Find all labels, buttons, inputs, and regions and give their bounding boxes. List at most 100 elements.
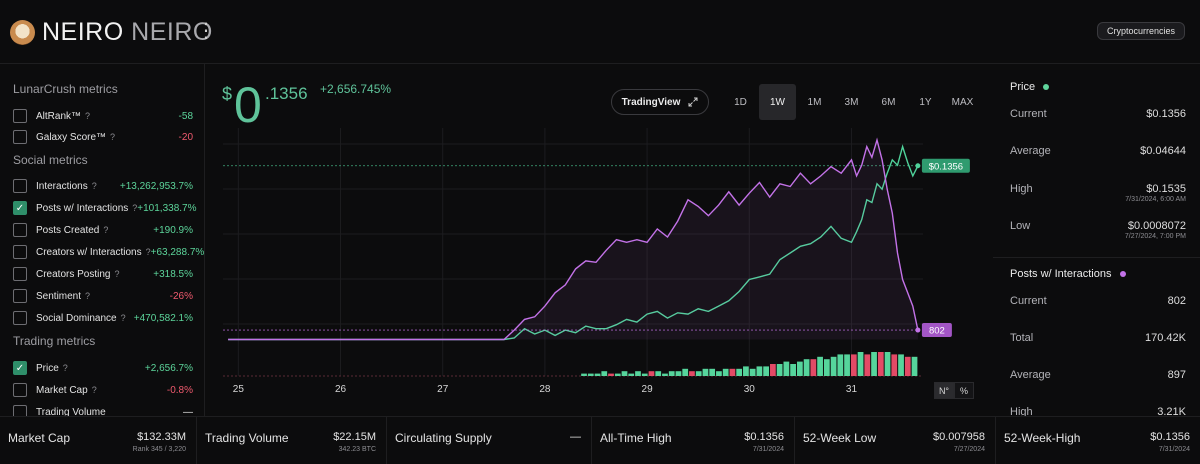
volume-bar bbox=[695, 371, 702, 376]
metric-checkbox[interactable] bbox=[13, 109, 27, 123]
volume-bar bbox=[864, 354, 871, 376]
price-chart[interactable]: 25 26 27 28 29 30 31 $0.1356 802 bbox=[206, 64, 992, 416]
metric-checkbox[interactable] bbox=[13, 130, 27, 144]
metric-checkbox[interactable]: ✓ bbox=[13, 361, 27, 375]
metric-checkbox[interactable] bbox=[13, 311, 27, 325]
range-1m[interactable]: 1M bbox=[807, 96, 822, 108]
metric-value: +63,288.7% bbox=[150, 246, 205, 258]
volume-bar bbox=[877, 352, 884, 376]
help-icon[interactable]: ? bbox=[120, 313, 126, 323]
percent-toggle[interactable]: % bbox=[954, 382, 974, 399]
metric-row[interactable]: Social Dominance? +470,582.1% bbox=[13, 309, 193, 327]
footer-stats: Market Cap $132.33M Rank 345 / 3,220 Tradin… bbox=[0, 416, 1200, 464]
volume-bar bbox=[594, 373, 601, 376]
range-max[interactable]: MAX bbox=[951, 96, 974, 108]
metric-checkbox[interactable] bbox=[13, 383, 27, 397]
stat-label: Low bbox=[1010, 220, 1031, 232]
stat-row: Current $0.1356 bbox=[1010, 108, 1186, 120]
help-icon[interactable]: ? bbox=[85, 111, 91, 121]
help-icon[interactable]: ? bbox=[85, 291, 91, 301]
volume-bar bbox=[803, 359, 810, 376]
volume-bar bbox=[709, 368, 716, 376]
volume-bar bbox=[770, 364, 776, 376]
range-1y[interactable]: 1Y bbox=[919, 96, 932, 108]
last-value-badge bbox=[921, 158, 970, 173]
stat-label: High bbox=[1010, 406, 1033, 416]
metric-row[interactable]: Creators w/ Interactions? +63,288.7% bbox=[13, 243, 204, 261]
x-tick-label: 30 bbox=[744, 384, 756, 395]
category-badge[interactable]: Cryptocurrencies bbox=[1096, 22, 1185, 40]
footer-stat-sub: Rank 345 / 3,220 bbox=[132, 446, 186, 453]
stat-row: Average $0.04644 bbox=[1010, 145, 1186, 157]
stat-row: Low $0.0008072 7/27/2024, 7:00 PM bbox=[1010, 220, 1186, 240]
volume-bar bbox=[689, 371, 695, 376]
metric-row[interactable]: ✓ Posts w/ Interactions? +101,338.7% bbox=[13, 199, 197, 217]
volume-bar bbox=[641, 373, 648, 376]
metric-row[interactable]: Trading Volume — bbox=[13, 403, 193, 416]
metric-value: +13,262,953.7% bbox=[119, 180, 193, 192]
metric-row[interactable]: AltRank™? -58 bbox=[13, 107, 193, 125]
help-icon[interactable]: ? bbox=[114, 269, 120, 279]
help-icon[interactable]: ? bbox=[110, 132, 116, 142]
x-tick-label: 31 bbox=[846, 384, 858, 395]
volume-bar bbox=[655, 371, 662, 376]
more-options-icon[interactable]: ⋮ bbox=[196, 20, 216, 42]
metric-label: Creators Posting bbox=[36, 268, 111, 280]
metric-row[interactable]: Galaxy Score™? -20 bbox=[13, 128, 193, 146]
volume-bar bbox=[749, 368, 756, 376]
help-icon[interactable]: ? bbox=[145, 247, 151, 257]
range-1d[interactable]: 1D bbox=[734, 96, 747, 108]
footer-stat-label: Circulating Supply bbox=[395, 431, 492, 445]
metric-checkbox[interactable]: ✓ bbox=[13, 201, 27, 215]
help-icon[interactable]: ? bbox=[132, 203, 138, 213]
stat-row: High $0.1535 7/31/2024, 6:00 AM bbox=[1010, 183, 1186, 203]
metric-checkbox[interactable] bbox=[13, 223, 27, 237]
metric-label: Social Dominance bbox=[36, 312, 117, 324]
footer-stat-sub: 7/31/2024 bbox=[752, 446, 784, 453]
volume-bar bbox=[898, 354, 904, 376]
metric-checkbox[interactable] bbox=[13, 245, 27, 259]
metric-row[interactable]: Creators Posting? +318.5% bbox=[13, 265, 193, 283]
stat-value: 802 bbox=[1167, 295, 1186, 307]
series-area bbox=[228, 140, 918, 340]
metric-row[interactable]: Sentiment? -26% bbox=[13, 287, 193, 305]
stat-timestamp: 7/27/2024, 7:00 PM bbox=[1124, 233, 1186, 240]
metric-value: -20 bbox=[178, 131, 193, 143]
expand-icon bbox=[688, 97, 698, 107]
last-value-badge bbox=[921, 323, 952, 338]
range-1w[interactable]: 1W bbox=[759, 84, 796, 120]
range-6m[interactable]: 6M bbox=[881, 96, 896, 108]
x-tick-label: 26 bbox=[335, 384, 347, 395]
price-change: +2,656.745% bbox=[320, 82, 392, 96]
help-icon[interactable]: ? bbox=[91, 385, 97, 395]
metric-checkbox[interactable] bbox=[13, 289, 27, 303]
metric-row[interactable]: Interactions? +13,262,953.7% bbox=[13, 177, 193, 195]
help-icon[interactable]: ? bbox=[91, 181, 97, 191]
metric-checkbox[interactable] bbox=[13, 179, 27, 193]
stat-value: 897 bbox=[1167, 369, 1186, 381]
scale-toggle: N°% bbox=[934, 382, 974, 399]
metric-row[interactable]: ✓ Price? +2,656.7% bbox=[13, 359, 193, 377]
volume-bar bbox=[648, 371, 655, 376]
help-icon[interactable]: ? bbox=[103, 225, 109, 235]
last-value-dot bbox=[915, 163, 921, 169]
last-value-label: $0.1356 bbox=[929, 161, 963, 172]
help-icon[interactable]: ? bbox=[62, 363, 68, 373]
last-value-dot bbox=[915, 327, 921, 333]
absolute-toggle[interactable]: N° bbox=[934, 382, 954, 399]
metric-row[interactable]: Market Cap? -0.8% bbox=[13, 381, 193, 399]
metric-checkbox[interactable] bbox=[13, 405, 27, 416]
stat-row: Current 802 bbox=[1010, 295, 1186, 307]
metric-row[interactable]: Posts Created? +190.9% bbox=[13, 221, 193, 239]
metric-label: Sentiment bbox=[36, 290, 82, 302]
range-3m[interactable]: 3M bbox=[844, 96, 859, 108]
volume-bar bbox=[736, 368, 743, 376]
stat-label: Current bbox=[1010, 108, 1047, 120]
metric-checkbox[interactable] bbox=[13, 267, 27, 281]
coin-symbol: NEIRO bbox=[131, 18, 213, 46]
volume-bar bbox=[884, 352, 891, 376]
posts-stats-label: Posts w/ Interactions bbox=[1010, 268, 1112, 280]
price-line bbox=[228, 144, 919, 341]
tradingview-button[interactable]: TradingView bbox=[611, 89, 709, 115]
volume-bar bbox=[891, 354, 898, 376]
